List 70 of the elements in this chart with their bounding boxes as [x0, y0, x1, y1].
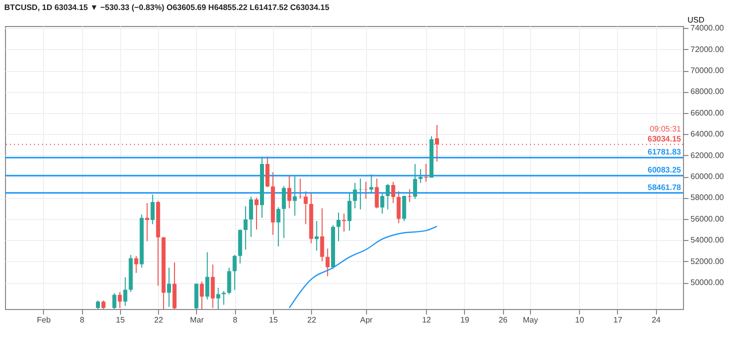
- candlestick: [364, 181, 368, 200]
- candlestick: [205, 252, 210, 300]
- y-tick-label: 60000.00: [690, 172, 724, 182]
- y-tick-label: 54000.00: [690, 236, 724, 245]
- candlestick: [352, 182, 357, 209]
- chart-title: BTCUSD, 1D 63034.15 ▼ −530.33 (−0.83%) O63605.69 H64855.22 L61417.52 C63034.15: [4, 3, 330, 12]
- x-tick-label: May: [522, 316, 538, 324]
- x-tick-label: 12: [422, 316, 432, 324]
- candlestick: [380, 192, 384, 214]
- candlestick: [386, 183, 390, 210]
- line-series: [288, 226, 438, 309]
- x-tick-label: 22: [154, 316, 164, 324]
- candlestick: [314, 220, 319, 252]
- candlestick: [391, 181, 396, 204]
- candlestick: [244, 206, 248, 250]
- candlestick: [413, 164, 418, 200]
- candlestick: [210, 264, 215, 308]
- x-tick-label: 19: [460, 316, 470, 324]
- candlestick: [254, 197, 259, 230]
- x-tick-label: 8: [80, 316, 85, 324]
- x-tick-label: Apr: [360, 316, 373, 324]
- candlestick: [200, 280, 204, 310]
- candlestick: [249, 196, 254, 238]
- candlestick: [227, 267, 232, 295]
- candlestick: [396, 190, 401, 224]
- ref-line-label: 61781.83: [648, 148, 682, 157]
- candlestick: [287, 174, 292, 209]
- candlestick: [358, 178, 362, 210]
- x-tick-label: 26: [498, 316, 508, 324]
- candlestick: [282, 186, 286, 238]
- candlestick: [276, 206, 280, 247]
- y-tick-label: 66000.00: [690, 108, 724, 118]
- y-tick-label: 68000.00: [690, 87, 724, 96]
- ref-line-label: 63034.15: [648, 134, 682, 144]
- y-tick-label: 72000.00: [690, 44, 724, 54]
- candlestick: [232, 254, 237, 290]
- candlestick: [418, 168, 423, 184]
- candlestick: [402, 195, 406, 222]
- candlestick: [347, 192, 352, 232]
- candlestick: [342, 213, 346, 232]
- candlestick: [320, 208, 324, 262]
- y-tick-label: 62000.00: [690, 150, 724, 160]
- candlestick: [374, 178, 379, 209]
- y-tick-label: 64000.00: [690, 130, 724, 139]
- y-tick-label: 58000.00: [690, 193, 724, 202]
- y-axis-title: USD: [688, 16, 705, 24]
- candlestick: [216, 287, 220, 310]
- x-tick-label: 10: [575, 316, 585, 324]
- x-tick-label: Feb: [36, 316, 52, 324]
- x-tick-label: Mar: [190, 316, 204, 324]
- x-tick-label: 22: [307, 316, 317, 324]
- y-tick-label: 52000.00: [690, 256, 724, 266]
- y-tick-label: 56000.00: [690, 214, 724, 224]
- x-tick-label: 17: [613, 316, 623, 324]
- candlestick: [336, 212, 341, 242]
- x-tick-label: 8: [232, 316, 238, 324]
- candlestick: [304, 190, 308, 225]
- candlestick: [265, 156, 270, 188]
- x-tick-label: 15: [116, 316, 126, 324]
- candlestick: [292, 176, 297, 216]
- annotation: 09:05:31: [650, 124, 682, 134]
- ref-line-label: 60083.25: [648, 166, 682, 175]
- x-tick-label: 24: [652, 316, 662, 324]
- y-tick-label: 70000.00: [690, 66, 724, 76]
- x-tick-label: 15: [268, 316, 278, 324]
- candlestick: [326, 248, 330, 277]
- candlestick: [369, 174, 374, 194]
- ref-line-label: 58461.78: [648, 182, 682, 192]
- y-tick-label: 74000.00: [690, 24, 724, 33]
- y-tick-label: 50000.00: [690, 278, 724, 287]
